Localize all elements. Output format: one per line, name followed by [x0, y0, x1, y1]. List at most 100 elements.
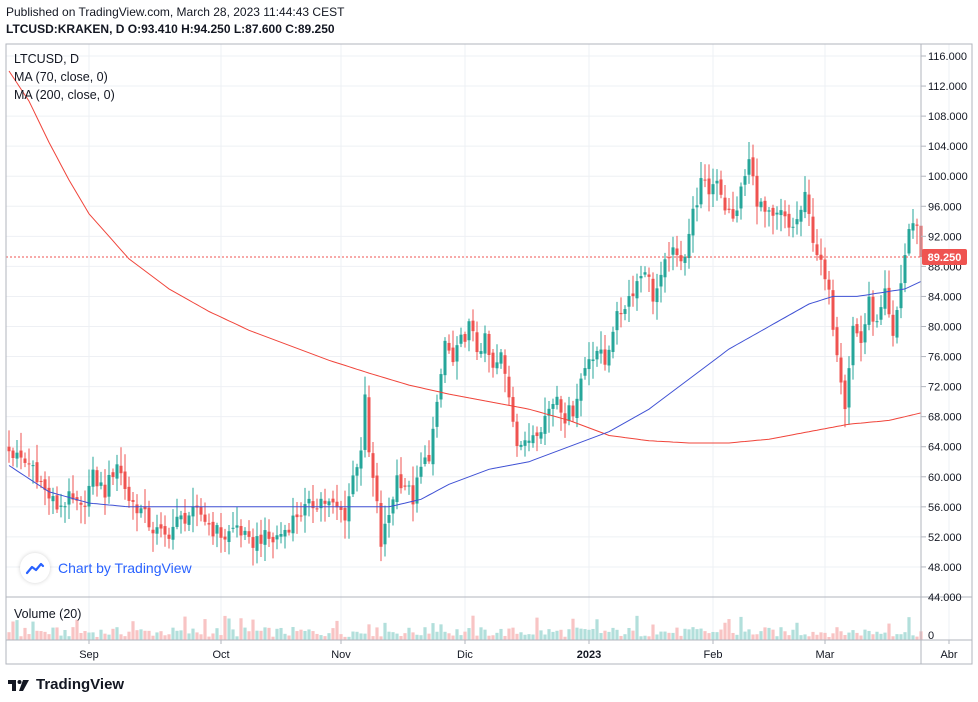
candle-12 [55, 486, 59, 514]
volume-bar-198 [799, 635, 803, 640]
legend-volume[interactable]: Volume (20) [14, 607, 82, 621]
legend-ma200[interactable]: MA (200, close, 0) [14, 88, 115, 102]
volume-bar-40 [167, 634, 171, 640]
volume-bar-1 [11, 621, 15, 640]
last-price-tag: 89.250 [922, 248, 967, 265]
candle-36 [151, 521, 155, 552]
volume-bar-56 [231, 629, 235, 640]
volume-bar-92 [375, 627, 379, 640]
candle-209 [843, 374, 847, 428]
volume-bar-12 [55, 627, 59, 640]
volume-bar-28 [119, 634, 123, 640]
candle-61 [251, 528, 255, 566]
volume-bar-61 [251, 619, 255, 640]
candle-158 [639, 265, 643, 293]
price-tick-label: 84.000 [928, 291, 962, 303]
volume-bar-155 [627, 628, 631, 640]
volume-bar-163 [659, 631, 663, 640]
candle-24 [103, 469, 107, 515]
volume-bar-32 [135, 630, 139, 640]
candle-114 [463, 331, 467, 348]
candle-77 [315, 498, 319, 513]
legend-ma70[interactable]: MA (70, close, 0) [14, 70, 108, 84]
volume-bar-123 [499, 628, 503, 640]
price-axis: 44.000 48.000 52.000 56.000 60.000 64.000 68.0… [921, 51, 968, 642]
volume-bar-67 [275, 628, 279, 640]
volume-bar-222 [895, 634, 899, 640]
candle-206 [831, 279, 835, 337]
volume-bar-50 [207, 636, 211, 640]
candle-125 [507, 365, 511, 406]
footer-brand[interactable]: TradingView [8, 676, 124, 693]
candle-180 [727, 198, 731, 214]
candle-75 [307, 490, 311, 517]
candle-109 [443, 337, 447, 384]
volume-bar-58 [239, 618, 243, 640]
volume-bar-212 [855, 632, 859, 640]
volume-bar-84 [343, 636, 347, 640]
volume-bar-89 [363, 633, 367, 640]
candle-175 [707, 164, 711, 212]
volume-bar-105 [427, 633, 431, 640]
candle-200 [807, 179, 811, 226]
volume-bar-86 [351, 631, 355, 640]
candle-222 [895, 306, 899, 344]
candle-22 [95, 466, 99, 497]
volume-bar-186 [751, 634, 755, 640]
candle-64 [263, 517, 267, 561]
volume-bar-184 [743, 631, 747, 640]
volume-bar-77 [315, 633, 319, 640]
volume-bar-49 [203, 619, 207, 640]
volume-bar-64 [263, 627, 267, 640]
candle-56 [231, 512, 235, 533]
candle-83 [339, 500, 343, 523]
volume-bar-150 [607, 631, 611, 640]
volume-bar-94 [383, 622, 387, 640]
candle-138 [559, 395, 563, 431]
chart-frame-borders [5, 43, 973, 665]
candle-32 [135, 494, 139, 532]
candle-106 [431, 416, 435, 476]
candle-161 [651, 272, 655, 315]
candle-187 [755, 158, 759, 225]
candle-95 [387, 497, 391, 538]
grid-lines [6, 44, 950, 640]
time-tick-label: 2023 [577, 649, 601, 661]
volume-bar-82 [335, 620, 339, 640]
candle-215 [867, 281, 871, 331]
candle-218 [879, 295, 883, 326]
candle-98 [399, 457, 403, 494]
volume-bar-109 [443, 631, 447, 640]
time-tick-label: Feb [704, 649, 723, 661]
candle-212 [855, 318, 859, 337]
price-tick-label: 112.000 [928, 81, 967, 93]
volume-bar-199 [803, 634, 807, 640]
candle-104 [423, 445, 427, 467]
candle-169 [683, 254, 687, 276]
candle-136 [551, 398, 555, 427]
candle-118 [479, 342, 483, 358]
chart-by-tradingview-link[interactable]: Chart by TradingView [20, 553, 192, 583]
volume-bar-18 [79, 633, 83, 640]
candle-37 [155, 514, 159, 545]
volume-bar-195 [787, 635, 791, 640]
volume-bar-15 [67, 636, 71, 640]
volume-bar-97 [395, 633, 399, 640]
candle-150 [607, 345, 611, 373]
volume-bar-33 [139, 629, 143, 640]
volume-bar-63 [259, 630, 263, 640]
price-tick-label: 96.000 [928, 201, 962, 213]
volume-bar-42 [175, 630, 179, 640]
volume-bar-217 [875, 631, 879, 640]
volume-bar-100 [407, 627, 411, 640]
candle-15 [67, 478, 71, 520]
volume-bar-52 [215, 628, 219, 640]
candle-127 [515, 413, 519, 457]
volume-bar-143 [579, 628, 583, 640]
volume-bar-135 [547, 629, 551, 640]
volume-bar-158 [639, 636, 643, 640]
volume-bar-215 [867, 630, 871, 640]
candle-19 [83, 490, 87, 525]
candle-141 [571, 400, 575, 422]
